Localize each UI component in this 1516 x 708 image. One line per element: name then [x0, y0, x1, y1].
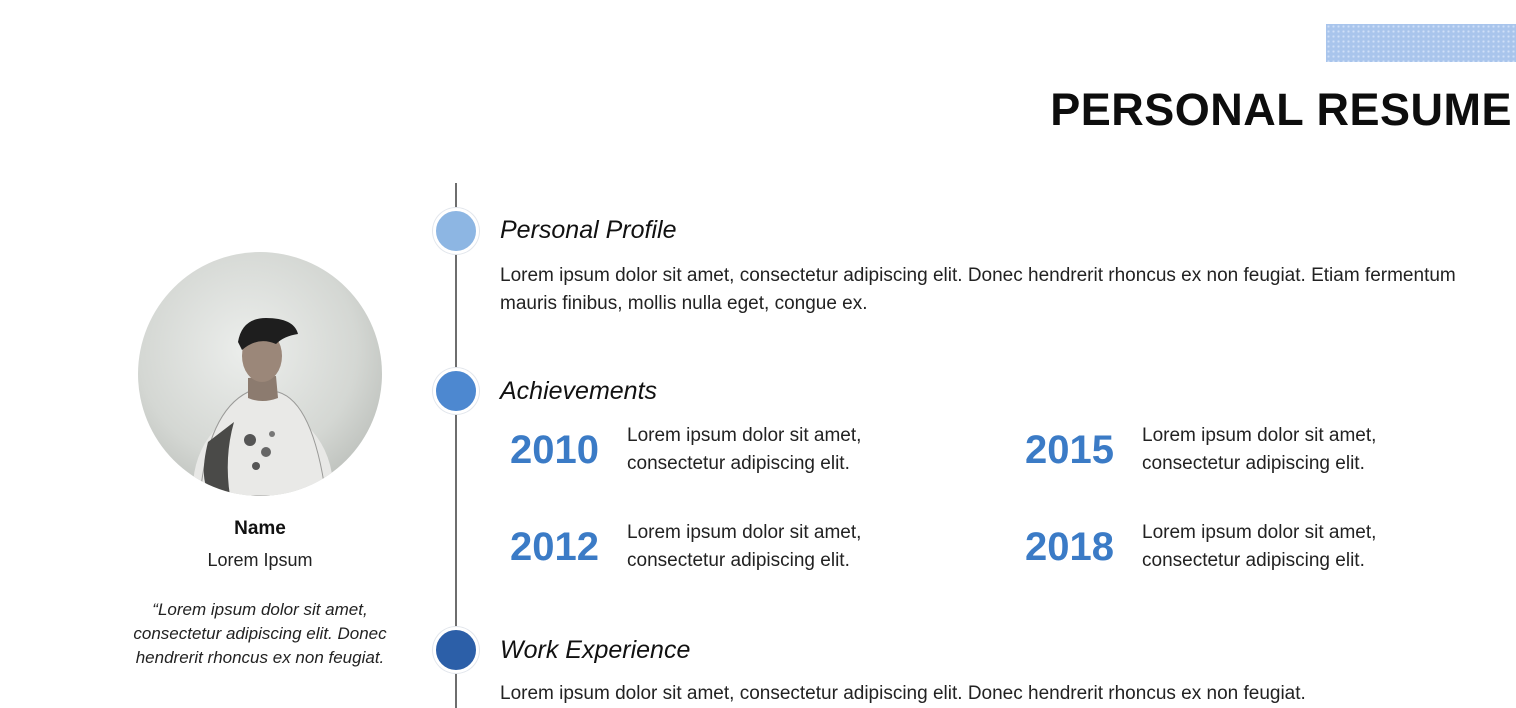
achievement-year: 2015: [1025, 427, 1114, 472]
page-title: PERSONAL RESUME: [1050, 84, 1512, 135]
section-title-personal-profile: Personal Profile: [500, 216, 677, 244]
person-photo-icon: [193, 318, 333, 496]
timeline-line: [455, 183, 457, 708]
section-title-achievements: Achievements: [500, 377, 658, 405]
achievement-year: 2010: [510, 427, 599, 472]
achievement-text: Lorem ipsum dolor sit amet, consectetur …: [1142, 522, 1377, 571]
person-name: Name: [234, 518, 286, 539]
achievement-text: Lorem ipsum dolor sit amet, consectetur …: [1142, 425, 1377, 474]
person-quote: “Lorem ipsum dolor sit amet, consectetur…: [133, 600, 387, 667]
decorative-dotted-bar: [1326, 24, 1516, 62]
achievement-item: 2012 Lorem ipsum dolor sit amet, consect…: [500, 519, 957, 575]
achievement-year: 2018: [1025, 524, 1114, 569]
achievement-text: Lorem ipsum dolor sit amet, consectetur …: [627, 425, 862, 474]
achievement-text: Lorem ipsum dolor sit amet, consectetur …: [627, 522, 862, 571]
section-title-work-experience: Work Experience: [500, 636, 691, 664]
timeline-dot-achievements: [433, 368, 479, 414]
section-text-personal-profile: Lorem ipsum dolor sit amet, consectetur …: [500, 265, 1456, 314]
achievement-item: 2018 Lorem ipsum dolor sit amet, consect…: [1015, 519, 1472, 575]
section-text-work-experience: Lorem ipsum dolor sit amet, consectetur …: [500, 683, 1306, 704]
achievement-item: 2015 Lorem ipsum dolor sit amet, consect…: [1015, 422, 1472, 478]
achievement-item: 2010 Lorem ipsum dolor sit amet, consect…: [500, 422, 957, 478]
timeline-dot-profile: [433, 208, 479, 254]
timeline-dot-work: [433, 627, 479, 673]
achievement-year: 2012: [510, 524, 599, 569]
person-subtitle: Lorem Ipsum: [207, 550, 313, 570]
profile-photo: [138, 252, 382, 496]
